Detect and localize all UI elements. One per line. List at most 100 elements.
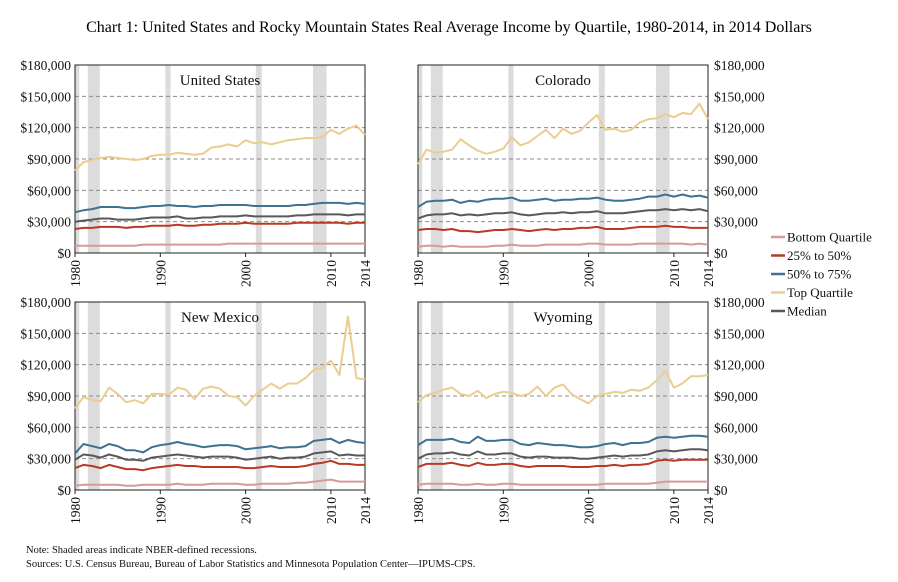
- series-line-bottom-quartile: [74, 478, 365, 487]
- y-tick-label: $150,000: [714, 89, 765, 104]
- x-tick-label: 1990: [496, 497, 511, 524]
- x-tick-label: 1980: [68, 497, 83, 524]
- legend-item-median: Median: [771, 304, 827, 319]
- y-tick-label: $30,000: [27, 215, 71, 230]
- recession-band: [430, 302, 443, 490]
- y-tick-label: $30,000: [27, 452, 71, 467]
- series-line-25-to-50: [74, 459, 365, 472]
- plot-frame: [74, 64, 366, 254]
- panel-wyoming: $0 $30,000 $60,000 $90,000 $120,000 $150,000 $…: [411, 295, 765, 524]
- legend-label: Bottom Quartile: [787, 230, 872, 245]
- y-tick-label: $90,000: [27, 389, 71, 404]
- series-line-bottom-quartile: [417, 242, 709, 248]
- y-tick-label: $0: [58, 246, 72, 261]
- y-tick-label: $0: [58, 483, 72, 498]
- series-line-bottom-quartile: [417, 480, 708, 486]
- x-tick-label: 2000: [582, 260, 597, 287]
- legend-item-top-quartile: Top Quartile: [771, 285, 853, 300]
- legend-item-bottom-quartile: Bottom Quartile: [771, 230, 872, 245]
- x-tick-label: 2014: [701, 497, 716, 524]
- recession-band: [655, 302, 670, 490]
- sources-text: Sources: U.S. Census Bureau, Bureau of L…: [26, 559, 475, 570]
- x-tick-label: 1980: [68, 260, 83, 287]
- plot-frame: [417, 301, 709, 491]
- y-tick-label: $60,000: [714, 183, 758, 198]
- series-line-25-to-50: [74, 221, 365, 230]
- x-tick-label: 2000: [582, 497, 597, 524]
- x-tick-label: 2010: [324, 497, 339, 524]
- legend-item-50-to-75: 50% to 75%: [771, 267, 851, 282]
- plot-frame: [417, 64, 709, 254]
- x-tick-label: 1990: [496, 260, 511, 287]
- y-tick-label: $180,000: [20, 58, 71, 73]
- series-line-median: [74, 213, 365, 223]
- note-text: Note: Shaded areas indicate NBER-defined…: [26, 545, 257, 556]
- series-line-median: [417, 448, 709, 460]
- y-tick-label: $150,000: [20, 89, 71, 104]
- series-line-50-to-75: [417, 434, 709, 449]
- recession-band: [312, 302, 327, 490]
- series-line-top-quartile: [417, 102, 709, 165]
- x-tick-label: 1990: [153, 497, 168, 524]
- y-tick-label: $180,000: [714, 58, 765, 73]
- series-line-50-to-75: [417, 193, 709, 208]
- recession-band: [430, 65, 443, 253]
- y-tick-label: $120,000: [20, 121, 71, 136]
- panel-title: United States: [180, 73, 261, 89]
- x-tick-label: 2000: [239, 260, 254, 287]
- x-tick-label: 2010: [324, 260, 339, 287]
- panel-united-states: $0 $30,000 $60,000 $90,000 $120,000 $150,000 $…: [20, 58, 373, 287]
- y-tick-label: $120,000: [714, 358, 765, 373]
- recession-band: [655, 65, 670, 253]
- plot-frame: [74, 301, 366, 491]
- y-tick-label: $150,000: [714, 326, 765, 341]
- series-line-top-quartile: [417, 369, 709, 405]
- x-tick-label: 2010: [667, 497, 682, 524]
- series-line-50-to-75: [74, 201, 366, 214]
- recession-band: [87, 302, 100, 490]
- x-tick-label: 2014: [358, 497, 373, 524]
- x-tick-label: 1980: [411, 497, 426, 524]
- panel-title: Colorado: [535, 73, 591, 89]
- y-tick-label: $120,000: [714, 121, 765, 136]
- x-tick-label: 1980: [411, 260, 426, 287]
- x-tick-label: 2014: [701, 260, 716, 287]
- series-line-top-quartile: [74, 315, 366, 410]
- series-line-bottom-quartile: [75, 242, 365, 247]
- y-tick-label: $0: [714, 483, 728, 498]
- y-tick-label: $90,000: [27, 152, 71, 167]
- y-tick-label: $30,000: [714, 452, 758, 467]
- chart-title: Chart 1: United States and Rocky Mountai…: [86, 19, 812, 36]
- legend-item-25-to-50: 25% to 50%: [771, 248, 851, 263]
- legend-label: Median: [787, 304, 827, 319]
- legend-label: Top Quartile: [787, 285, 853, 300]
- y-tick-label: $0: [714, 246, 728, 261]
- x-tick-label: 2000: [239, 497, 254, 524]
- legend: Bottom Quartile 25% to 50% 50% to 75% Top Q…: [771, 230, 872, 319]
- panels: $0 $30,000 $60,000 $90,000 $120,000 $150,000 $…: [20, 58, 765, 524]
- series-line-50-to-75: [74, 437, 366, 455]
- y-tick-label: $90,000: [714, 389, 758, 404]
- series-line-median: [417, 208, 709, 220]
- series-line-25-to-50: [417, 458, 708, 468]
- legend-label: 25% to 50%: [787, 248, 851, 263]
- x-tick-label: 1990: [153, 260, 168, 287]
- panel-colorado: $0 $30,000 $60,000 $90,000 $120,000 $150,000 $…: [411, 58, 765, 287]
- y-tick-label: $150,000: [20, 326, 71, 341]
- x-tick-label: 2010: [667, 260, 682, 287]
- y-tick-label: $60,000: [714, 420, 758, 435]
- y-tick-label: $120,000: [20, 358, 71, 373]
- y-tick-label: $60,000: [27, 420, 71, 435]
- legend-label: 50% to 75%: [787, 267, 851, 282]
- panel-title: New Mexico: [181, 310, 259, 326]
- series-line-25-to-50: [417, 224, 708, 234]
- y-tick-label: $180,000: [20, 295, 71, 310]
- x-tick-label: 2014: [358, 260, 373, 287]
- panel-title: Wyoming: [533, 310, 593, 326]
- y-tick-label: $90,000: [714, 152, 758, 167]
- y-tick-label: $180,000: [714, 295, 765, 310]
- recession-band: [312, 65, 327, 253]
- panel-new-mexico: $0 $30,000 $60,000 $90,000 $120,000 $150,000 $…: [20, 295, 373, 524]
